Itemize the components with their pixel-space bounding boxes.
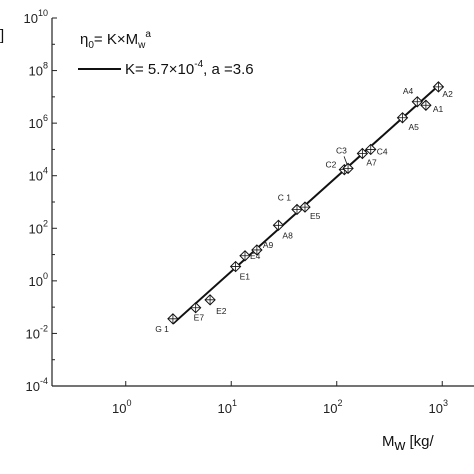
data-point: A8 <box>272 219 293 240</box>
x-tick-label: 102 <box>323 398 342 416</box>
point-label: A5 <box>408 122 419 132</box>
point-label: E1 <box>240 272 251 282</box>
data-point: E7 <box>189 302 205 323</box>
point-marker-cross <box>357 148 368 159</box>
point-marker-cross <box>433 81 444 92</box>
point-label: A7 <box>366 158 377 168</box>
y-tick-label: 10-2 <box>26 323 48 341</box>
point-marker-cross <box>205 294 216 305</box>
y-tick-label: 1010 <box>24 8 48 26</box>
point-label: C4 <box>377 146 388 156</box>
x-axis-title: Mw [kg/ <box>382 433 435 454</box>
point-marker-cross <box>190 302 201 313</box>
point-marker-cross <box>412 96 423 107</box>
data-point: A2 <box>432 81 453 99</box>
point-label: A2 <box>442 89 453 99</box>
point-marker-cross <box>299 202 310 213</box>
point-marker-cross <box>343 163 354 174</box>
y-tick-label: 106 <box>29 113 48 131</box>
point-label: E7 <box>194 313 205 323</box>
data-point: E1 <box>229 260 251 282</box>
point-label: A8 <box>282 230 293 240</box>
point-label: A9 <box>263 240 274 250</box>
x-tick-label: 101 <box>217 398 236 416</box>
point-marker-cross <box>239 250 250 261</box>
point-label: E5 <box>310 211 321 221</box>
data-point: C3 <box>336 145 354 175</box>
x-tick-label: 103 <box>428 398 447 416</box>
legend: η0= K×Mwa K= 5.7×10-4, a =3.6 <box>78 29 254 78</box>
point-marker-cross <box>420 100 431 111</box>
data-point: A1 <box>420 99 444 114</box>
point-label: E2 <box>216 306 227 316</box>
legend-equation: η0= K×Mwa <box>80 29 151 51</box>
point-label: C2 <box>325 160 336 170</box>
y-axis: 10-4 10-2 100 102 104 106 108 1010 <box>24 8 57 394</box>
point-label: C3 <box>336 145 347 155</box>
point-label-arrow <box>343 156 348 165</box>
y-tick-label: 104 <box>29 166 48 184</box>
x-tick-label: 100 <box>112 398 131 416</box>
point-marker-cross <box>167 313 178 324</box>
point-marker-cross <box>291 204 302 215</box>
data-point: A9 <box>251 240 274 256</box>
point-marker-cross <box>251 244 262 255</box>
axis-titles: Mw [kg/] <box>0 27 435 454</box>
point-label: E4 <box>250 251 261 261</box>
data-point: A7 <box>356 147 377 168</box>
y-tick-label: 102 <box>29 218 48 236</box>
point-label: A4 <box>403 86 414 96</box>
y-tick-label: 108 <box>29 61 48 79</box>
y-axis-title-fragment: ] <box>0 27 4 44</box>
data-point: G 1 <box>155 313 179 334</box>
data-point: E2 <box>204 294 227 316</box>
data-point: C4 <box>365 143 388 156</box>
data-point: E4 <box>239 250 261 262</box>
y-tick-label: 10-4 <box>26 376 48 394</box>
data-point: C 1 <box>278 192 303 216</box>
plot-frame <box>51 18 474 387</box>
y-tick-label: 100 <box>29 271 48 289</box>
point-marker-cross <box>273 220 284 231</box>
point-marker-cross <box>365 144 376 155</box>
x-axis: 100 101 102 103 <box>112 381 448 416</box>
point-marker-cross <box>230 261 241 272</box>
point-label: C 1 <box>278 192 292 202</box>
data-point: E5 <box>299 201 321 221</box>
point-label: A1 <box>433 104 444 114</box>
legend-fit-label: K= 5.7×10-4, a =3.6 <box>125 59 254 78</box>
data-point: A4 <box>403 86 423 108</box>
point-label: G 1 <box>155 324 169 334</box>
data-point: A5 <box>396 112 419 132</box>
point-marker-cross <box>397 112 408 123</box>
